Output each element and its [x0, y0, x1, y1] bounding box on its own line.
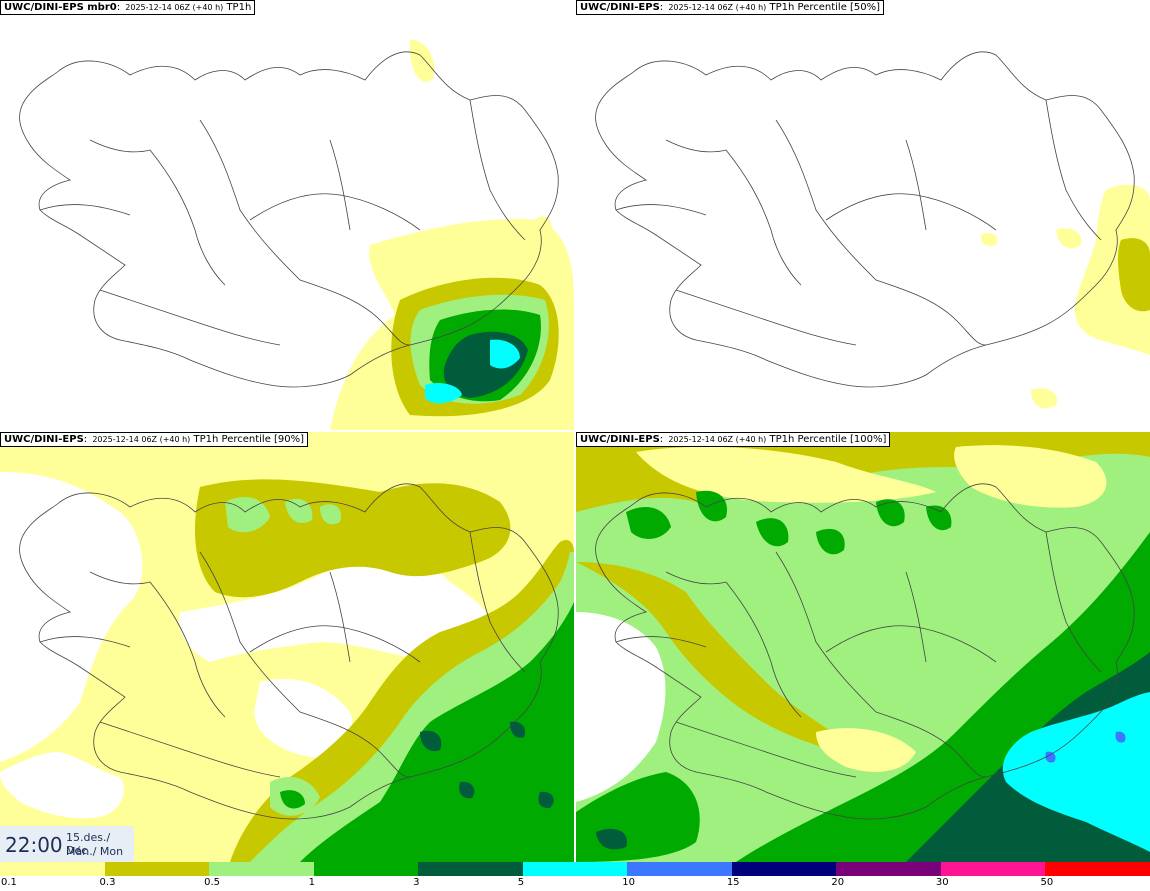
legend-swatch	[418, 862, 523, 876]
precip-field	[576, 432, 1150, 862]
legend-swatch	[627, 862, 732, 876]
legend-swatch	[731, 862, 837, 876]
legend-label: 1	[308, 877, 315, 888]
precip-field	[330, 39, 574, 430]
panel-meta: 2025-12-14 06Z (+40 h)	[668, 435, 767, 444]
valid-weekday: Mán./ Mon	[66, 845, 124, 858]
panel-variable: TP1h	[226, 2, 252, 13]
precip-map	[0, 432, 574, 862]
iceland-coastline	[19, 51, 559, 388]
legend-label: 0.3	[99, 877, 116, 888]
valid-time-box: 22:00 15.des./ Dec Mán./ Mon	[0, 826, 134, 862]
panel-meta: 2025-12-14 06Z (+40 h)	[92, 435, 191, 444]
valid-time: 22:00	[5, 833, 63, 857]
panel-title: UWC/DINI-EPS: 2025-12-14 06Z (+40 h) TP1…	[576, 0, 885, 15]
panel-title: UWC/DINI-EPS: 2025-12-14 06Z (+40 h) TP1…	[0, 432, 309, 447]
map-panel-member0: UWC/DINI-EPS mbr0: 2025-12-14 06Z (+40 h…	[0, 0, 574, 430]
legend-swatch	[0, 862, 105, 876]
legend-swatch	[940, 862, 1046, 876]
legend-colorbar	[0, 862, 1150, 876]
legend-swatch	[313, 862, 419, 876]
precip-map	[595, 51, 1150, 409]
panel-variable: TP1h Percentile [90%]	[193, 434, 305, 445]
legend-label: 15	[726, 877, 740, 888]
panel-meta: 2025-12-14 06Z (+40 h)	[668, 3, 767, 12]
map-panel-p90: UWC/DINI-EPS: 2025-12-14 06Z (+40 h) TP1…	[0, 432, 574, 862]
map-panel-p100: UWC/DINI-EPS: 2025-12-14 06Z (+40 h) TP1…	[576, 432, 1150, 862]
legend-swatch	[104, 862, 210, 876]
panel-source: UWC/DINI-EPS	[580, 434, 660, 445]
legend-label: 3	[413, 877, 420, 888]
legend-label: 50	[1040, 877, 1054, 888]
legend-label: 20	[831, 877, 845, 888]
legend-swatch	[522, 862, 628, 876]
map-panel-p50: UWC/DINI-EPS: 2025-12-14 06Z (+40 h) TP1…	[576, 0, 1150, 430]
panel-source: UWC/DINI-EPS mbr0	[4, 2, 117, 13]
panel-divider	[574, 0, 576, 864]
legend-label: 0.1	[1, 877, 17, 888]
legend-swatch	[1045, 862, 1150, 876]
precip-map	[576, 432, 1150, 862]
legend-swatch	[836, 862, 941, 876]
panel-variable: TP1h Percentile [50%]	[769, 2, 881, 13]
legend-label: 0.5	[204, 877, 220, 888]
panel-title: UWC/DINI-EPS mbr0: 2025-12-14 06Z (+40 h…	[0, 0, 256, 15]
panel-source: UWC/DINI-EPS	[4, 434, 84, 445]
legend-label: 10	[622, 877, 635, 888]
legend-swatch	[209, 862, 314, 876]
panel-source: UWC/DINI-EPS	[580, 2, 660, 13]
iceland-coastline	[595, 483, 1135, 820]
panel-title: UWC/DINI-EPS: 2025-12-14 06Z (+40 h) TP1…	[576, 432, 891, 447]
color-legend: 0.1 0.3 0.5 1 3 5 10 15 20 30 50	[0, 862, 1150, 891]
valid-date: 15.des./ Dec	[66, 831, 111, 857]
iceland-coastline	[19, 483, 559, 820]
legend-label: 30	[935, 877, 949, 888]
legend-label: 5	[517, 877, 525, 888]
precip-field	[980, 184, 1150, 409]
precip-field	[0, 432, 574, 862]
precip-map	[19, 39, 574, 430]
panel-variable: TP1h Percentile [100%]	[769, 434, 887, 445]
iceland-coastline	[595, 51, 1135, 388]
panel-meta: 2025-12-14 06Z (+40 h)	[125, 3, 224, 12]
panel-divider	[0, 430, 1150, 432]
